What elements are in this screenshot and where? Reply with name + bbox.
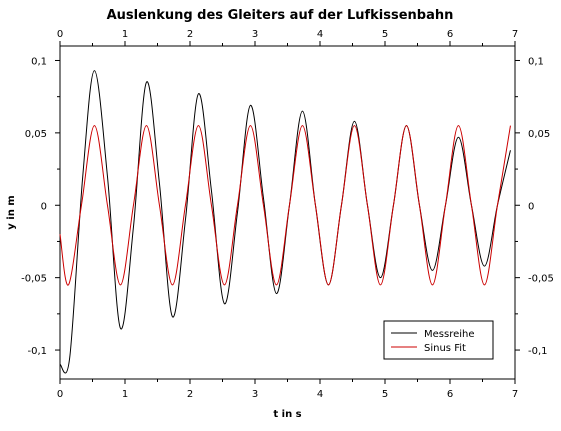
x-tick-label-top: 5 [382, 29, 388, 40]
y-tick-label-left: -0,1 [27, 346, 47, 357]
axis-tick-labels: 0 0 1 1 2 2 3 3 4 4 5 5 6 6 7 7 0,1 0,1 0,05 0,05 0 0 -0,05 -0,… [21, 29, 554, 400]
x-tick-label-top: 7 [512, 29, 518, 40]
y-tick-label-right: 0,05 [528, 129, 550, 140]
legend-box [383, 320, 494, 360]
x-tick-label-top: 0 [57, 29, 63, 40]
series-line-sinus-fit [59, 125, 511, 286]
y-tick-label-left: 0,05 [25, 129, 47, 140]
x-tick-label-bottom: 7 [512, 389, 518, 400]
x-tick-label-top: 2 [187, 29, 193, 40]
axis-ticks [55, 41, 520, 384]
x-tick-label-bottom: 1 [122, 389, 128, 400]
x-tick-label-bottom: 2 [187, 389, 193, 400]
y-tick-label-left: -0,05 [21, 274, 47, 285]
x-tick-label-bottom: 0 [57, 389, 63, 400]
y-tick-label-right: 0 [528, 201, 534, 212]
y-tick-label-right: -0,05 [528, 274, 554, 285]
legend: Messreihe Sinus Fit [383, 320, 494, 360]
x-tick-label-top: 4 [317, 29, 323, 40]
x-tick-label-bottom: 4 [317, 389, 323, 400]
x-tick-label-top: 1 [122, 29, 128, 40]
y-axis-title: y in m [6, 195, 17, 229]
y-tick-label-left: 0 [41, 201, 47, 212]
x-tick-label-bottom: 3 [252, 389, 258, 400]
x-tick-label-top: 3 [252, 29, 258, 40]
legend-label-sinus-fit: Sinus Fit [424, 343, 466, 354]
y-tick-label-left: 0,1 [31, 56, 47, 67]
series-line-messreihe [59, 70, 511, 374]
series-layer [59, 70, 511, 374]
y-tick-label-right: 0,1 [528, 56, 544, 67]
y-tick-label-right: -0,1 [528, 346, 548, 357]
x-tick-label-bottom: 6 [447, 389, 453, 400]
x-axis-title: t in s [273, 409, 301, 420]
legend-label-messreihe: Messreihe [424, 329, 475, 340]
x-tick-label-bottom: 5 [382, 389, 388, 400]
x-tick-label-top: 6 [447, 29, 453, 40]
chart-title: Auslenkung des Gleiters auf der Lufkisse… [107, 8, 454, 23]
